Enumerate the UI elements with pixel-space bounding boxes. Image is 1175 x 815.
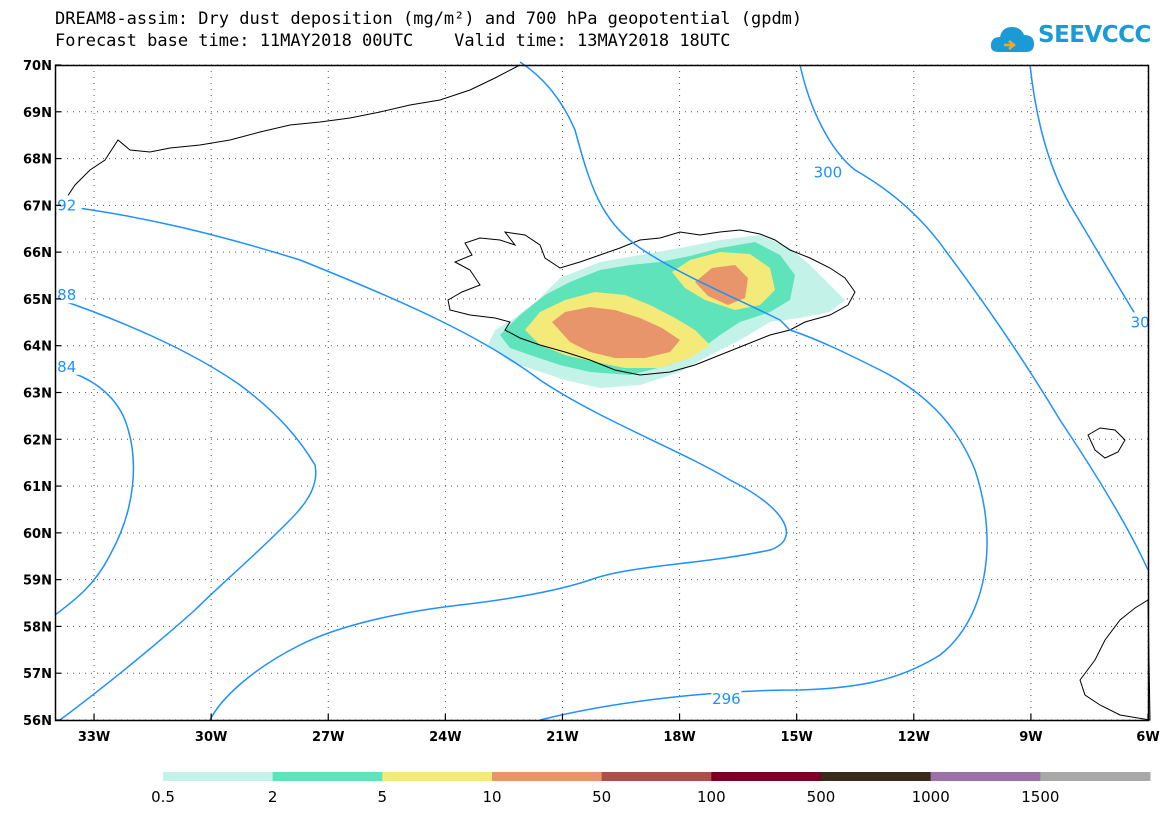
legend-swatch: [163, 772, 274, 781]
greenland-coast: [54, 64, 521, 216]
contour-288: [54, 297, 317, 721]
lat-tick-label: 70N: [23, 59, 52, 74]
legend-label: 1500: [1021, 788, 1059, 806]
contour-label-bg: [812, 162, 843, 181]
legend-label: 50: [592, 788, 611, 806]
contour-304: [1029, 64, 1146, 331]
legend-label: 10: [482, 788, 501, 806]
legend-label: 5: [378, 788, 388, 806]
lon-tick-label: 18W: [663, 730, 695, 745]
lon-tick-label: 12W: [898, 730, 930, 745]
coastline: [54, 64, 1151, 721]
faroe-coast: [1087, 427, 1126, 459]
legend-label: 0.5: [151, 788, 175, 806]
contour-label: 88: [57, 286, 76, 304]
legend-swatch: [272, 772, 383, 781]
legend-swatch: [821, 772, 932, 781]
legend-swatch: [492, 772, 603, 781]
lon-tick-label: 27W: [312, 730, 344, 745]
legend-swatch: [601, 772, 712, 781]
lon-tick-label: 15W: [780, 730, 812, 745]
lon-tick-label: 21W: [546, 730, 578, 745]
contour-label: 30: [1131, 313, 1150, 331]
legend-swatch: [711, 772, 822, 781]
dust-deposition-field: [488, 235, 845, 388]
iceland-coast: [447, 229, 856, 376]
contour-labels: 300 296 92 88 84 30: [51, 162, 1156, 708]
contour-label: 92: [57, 196, 76, 214]
contour-label-bg: [51, 356, 82, 375]
lat-tick-label: 63N: [23, 387, 52, 402]
lon-tick-label: 24W: [429, 730, 461, 745]
contour-292: [54, 204, 788, 721]
lat-tick-label: 57N: [23, 667, 52, 682]
lat-tick-label: 68N: [23, 153, 52, 168]
legend-swatch: [930, 772, 1041, 781]
contour-284: [54, 367, 135, 616]
lat-tick-label: 61N: [23, 480, 52, 495]
legend-label: 2: [268, 788, 278, 806]
contour-label: 300: [814, 164, 843, 182]
lon-tick-label: 30W: [195, 730, 227, 745]
lat-tick-label: 59N: [23, 574, 52, 589]
deposition-area-10b: [695, 265, 748, 305]
lat-tick-label: 58N: [23, 620, 52, 635]
lat-tick-label: 69N: [23, 106, 52, 121]
lat-tick-label: 64N: [23, 340, 52, 355]
lon-tick-label: 6W: [1136, 730, 1159, 745]
lon-tick-label: 9W: [1019, 730, 1042, 745]
lat-tick-label: 62N: [23, 433, 52, 448]
lat-tick-label: 60N: [23, 527, 52, 542]
contour-296: [519, 61, 988, 721]
legend-label: 500: [807, 788, 836, 806]
legend-swatch: [1040, 772, 1151, 781]
contour-300: [799, 64, 1149, 571]
legend-swatch: [382, 772, 493, 781]
lat-tick-label: 65N: [23, 293, 52, 308]
axis-ticks: 33W 30W 27W 24W 21W 18W 15W 12W 9W 6W 70N 69N 68N 67N…: [23, 59, 1160, 745]
lon-tick-label: 33W: [78, 730, 110, 745]
map-title: DREAM8-assim: Dry dust deposition (mg/m²…: [55, 9, 803, 29]
lat-tick-label: 66N: [23, 246, 52, 261]
logo-text: SEEVCCC: [1038, 22, 1151, 48]
map-subtitle: Forecast base time: 11MAY2018 00UTC Vali…: [55, 31, 731, 51]
contour-label-bg: [711, 688, 742, 707]
cloud-icon: [990, 27, 1034, 52]
lat-tick-label: 56N: [23, 714, 52, 729]
lat-tick-label: 67N: [23, 199, 52, 214]
legend-label: 100: [697, 788, 726, 806]
contour-label-bg: [1125, 312, 1156, 331]
contour-label-bg: [51, 195, 82, 214]
deposition-area-10: [552, 307, 680, 358]
legend-label: 1000: [912, 788, 950, 806]
contour-label: 296: [712, 690, 741, 708]
contour-label: 84: [57, 358, 76, 376]
geopotential-contours: [54, 61, 1149, 721]
